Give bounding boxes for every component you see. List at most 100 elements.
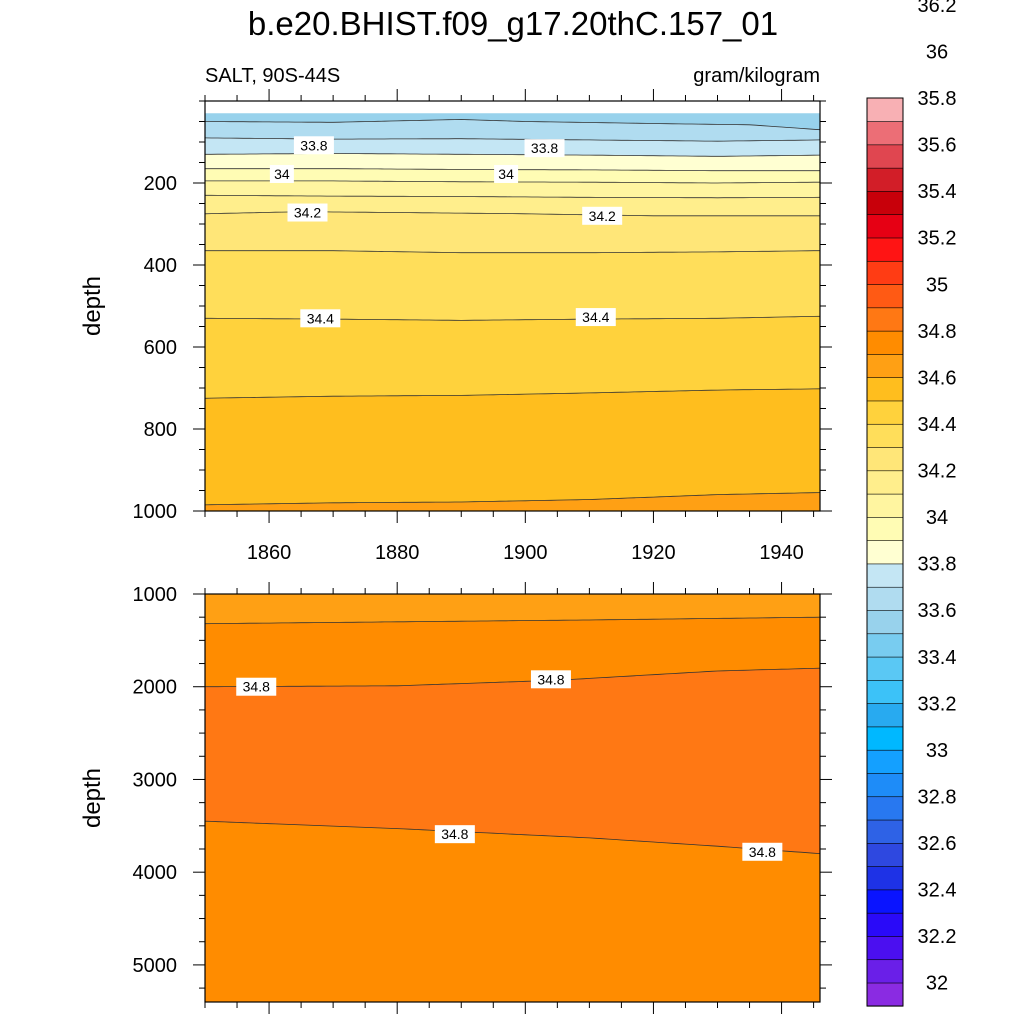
bottom-ytick-label: 1000 (133, 584, 178, 606)
colorbar-frame (866, 97, 904, 1007)
colorbar-swatch (866, 120, 904, 146)
colorbar-swatch (866, 237, 904, 262)
top-fills (205, 113, 820, 511)
colorbar-swatch (866, 563, 904, 588)
bottom-contour-label-bg-0 (236, 677, 277, 696)
colorbar-label: 35.6 (918, 135, 957, 157)
top-ytick-label: 200 (144, 173, 177, 195)
colorbar-swatch (866, 516, 904, 541)
top-contour-label-4: 34.2 (294, 205, 321, 221)
colorbar-label: 34.4 (918, 414, 957, 436)
top-contour-line-10 (205, 388, 820, 399)
bottom-contour-label-bg-1 (530, 670, 571, 689)
bottom-contour-label-bg-2 (434, 825, 475, 844)
top-contour-label-0: 33.8 (300, 137, 327, 153)
top-subtitle-right: gram/kilogram (693, 65, 820, 87)
top-contour-line-11 (205, 492, 820, 506)
colorbar-label: 35 (926, 274, 948, 296)
colorbar-swatch (866, 679, 904, 704)
colorbar-swatch (866, 819, 904, 844)
colorbar-label: 36.2 (918, 0, 957, 17)
colorbar-label: 35.2 (918, 228, 957, 250)
top-contour-label-2: 34 (274, 166, 290, 182)
colorbar-label: 34.2 (918, 461, 957, 483)
top-panel: 33.8 33.8 34 34 34.2 34.2 34.4 34.4 1860 1880 1900… (133, 89, 832, 564)
top-contour-label-7: 34.4 (582, 309, 609, 325)
colorbar-swatch (866, 935, 904, 961)
top-xtick-label: 1940 (759, 542, 804, 564)
colorbar-swatch (866, 959, 904, 984)
bottom-contour-label-2: 34.8 (441, 826, 468, 842)
top-contour-label-bg-3 (494, 164, 519, 183)
top-contour-label-bg-5 (582, 206, 623, 225)
bottom-ytick-label: 5000 (133, 955, 178, 977)
colorbar-swatch (866, 866, 904, 891)
top-ylabel: depth (79, 276, 106, 336)
top-band-10 (205, 388, 820, 511)
colorbar-label: 32.8 (918, 786, 957, 808)
colorbar-swatch (866, 540, 904, 565)
colorbar-label: 36 (926, 41, 948, 63)
colorbar-label: 34 (926, 507, 948, 529)
colorbar-swatch (866, 772, 904, 798)
colorbar-swatch (866, 400, 904, 425)
colorbar-swatch (866, 842, 904, 867)
top-ytick-label: 400 (144, 255, 177, 277)
colorbar-swatch (866, 307, 904, 332)
colorbar-swatch (866, 214, 904, 239)
colorbar-swatch (866, 446, 904, 472)
top-xtick-label: 1920 (631, 542, 676, 564)
colorbar-swatch (866, 260, 904, 285)
colorbar-swatch (866, 144, 904, 169)
colorbar-swatch (866, 470, 904, 495)
top-contour-label-bg-7 (575, 308, 616, 327)
colorbar-label: 34.6 (918, 367, 957, 389)
top-xtick-label: 1860 (247, 542, 292, 564)
bottom-contour-label-1: 34.8 (537, 671, 564, 687)
bottom-contour-line-2 (205, 667, 820, 688)
colorbar-swatch (866, 167, 904, 192)
top-contour-label-bg-2 (269, 164, 294, 183)
bottom-contour-line-1 (205, 616, 820, 625)
colorbar-label: 32 (926, 973, 948, 995)
top-contour-line-8 (205, 250, 820, 254)
top-contour-label-bg-0 (293, 136, 334, 155)
bottom-contour-label-0: 34.8 (243, 679, 270, 695)
top-contour-label-6: 34.4 (307, 310, 334, 326)
bottom-contour-label-bg-3 (742, 842, 783, 861)
top-contour-label-bg-1 (524, 139, 565, 158)
colorbar-swatch (866, 353, 904, 378)
bottom-contour-label-3: 34.8 (749, 844, 776, 860)
colorbar-swatch (866, 97, 904, 122)
colorbar-swatch (866, 982, 904, 1007)
colorbar-label: 33 (926, 740, 948, 762)
colorbar-label: 32.6 (918, 833, 957, 855)
colorbar-label: 33.6 (918, 600, 957, 622)
colorbar-label: 35.4 (918, 181, 957, 203)
bottom-panel: 34.8 34.8 34.8 34.8 1000 2000 3000 4000 5000 (133, 582, 832, 1014)
colorbar-swatch (866, 633, 904, 658)
top-contour-label-bg-6 (300, 309, 341, 328)
bottom-ytick-label: 2000 (133, 677, 178, 699)
top-ytick-label: 1000 (133, 501, 178, 523)
bottom-contour-line-3 (205, 820, 820, 854)
colorbar-swatch (866, 609, 904, 635)
top-contour-label-5: 34.2 (589, 208, 616, 224)
colorbar-swatch (866, 912, 904, 937)
colorbar-swatch (866, 190, 904, 216)
bottom-ylabel: depth (79, 768, 106, 828)
colorbar-swatch (866, 703, 904, 728)
top-contour-label-3: 34 (498, 166, 514, 182)
colorbar-swatch (866, 283, 904, 309)
bottom-band-3 (205, 821, 820, 1002)
colorbar-label: 32.4 (918, 880, 957, 902)
top-xtick-label: 1880 (375, 542, 420, 564)
top-ytick-label: 600 (144, 337, 177, 359)
colorbar: 36.436.23635.835.635.435.23534.834.634.4… (866, 0, 957, 1007)
top-contour-label-1: 33.8 (531, 140, 558, 156)
bottom-ytick-label: 4000 (133, 862, 178, 884)
top-ytick-label: 800 (144, 419, 177, 441)
colorbar-swatch (866, 796, 904, 821)
colorbar-label: 34.8 (918, 321, 957, 343)
figure-title: b.e20.BHIST.f09_g17.20thC.157_01 (248, 5, 778, 42)
